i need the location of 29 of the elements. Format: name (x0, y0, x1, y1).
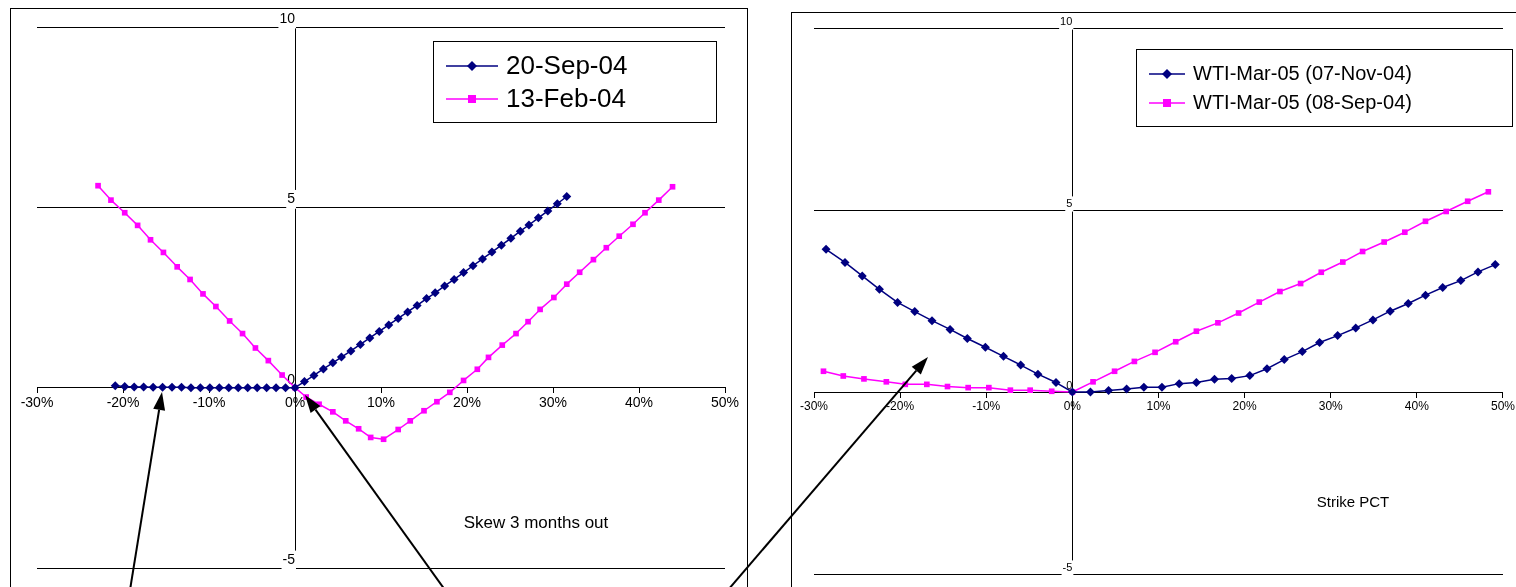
x-tick-label: 50% (1490, 398, 1516, 413)
x-tick-label: -20% (886, 398, 915, 413)
annotation: Strike PCT (1316, 492, 1390, 510)
x-tick-label: 10% (366, 393, 396, 410)
y-tick-label: 5 (287, 190, 296, 207)
x-tick-label: -10% (192, 393, 226, 410)
x-tick-label: -30% (20, 393, 54, 410)
y-tick-label: 5 (1066, 197, 1073, 210)
x-tick-label: 10% (1146, 398, 1171, 413)
x-tick-label: 20% (1232, 398, 1257, 413)
x-tick-label: 40% (624, 393, 654, 410)
x-tick-label: 40% (1404, 398, 1430, 413)
legend-label: 13-Feb-04 (506, 83, 626, 114)
x-tick-label: 20% (452, 393, 482, 410)
y-tick-label: -5 (1062, 561, 1073, 574)
annotation: Skew 3 months out (463, 513, 609, 533)
x-tick-label: -30% (799, 398, 829, 413)
x-tick-label: -20% (106, 393, 140, 410)
x-tick-label: -10% (972, 398, 1001, 413)
legend-label: WTI-Mar-05 (07-Nov-04) (1193, 62, 1412, 85)
y-tick-label: 0 (1066, 379, 1073, 392)
x-tick-label: 30% (538, 393, 568, 410)
legend-label: 20-Sep-04 (506, 50, 628, 81)
y-tick-label: 10 (279, 9, 296, 26)
x-tick-label: 30% (1318, 398, 1344, 413)
y-tick-label: -5 (282, 550, 296, 567)
x-tick-label: 50% (710, 393, 740, 410)
y-tick-label: 10 (1060, 15, 1073, 28)
legend-label: WTI-Mar-05 (08-Sep-04) (1193, 91, 1412, 114)
